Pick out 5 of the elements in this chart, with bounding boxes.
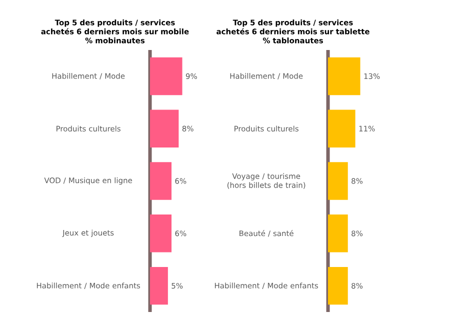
bar (150, 57, 182, 96)
bar (150, 162, 172, 200)
bar (150, 214, 172, 252)
bar (150, 266, 168, 305)
bar (150, 110, 179, 148)
